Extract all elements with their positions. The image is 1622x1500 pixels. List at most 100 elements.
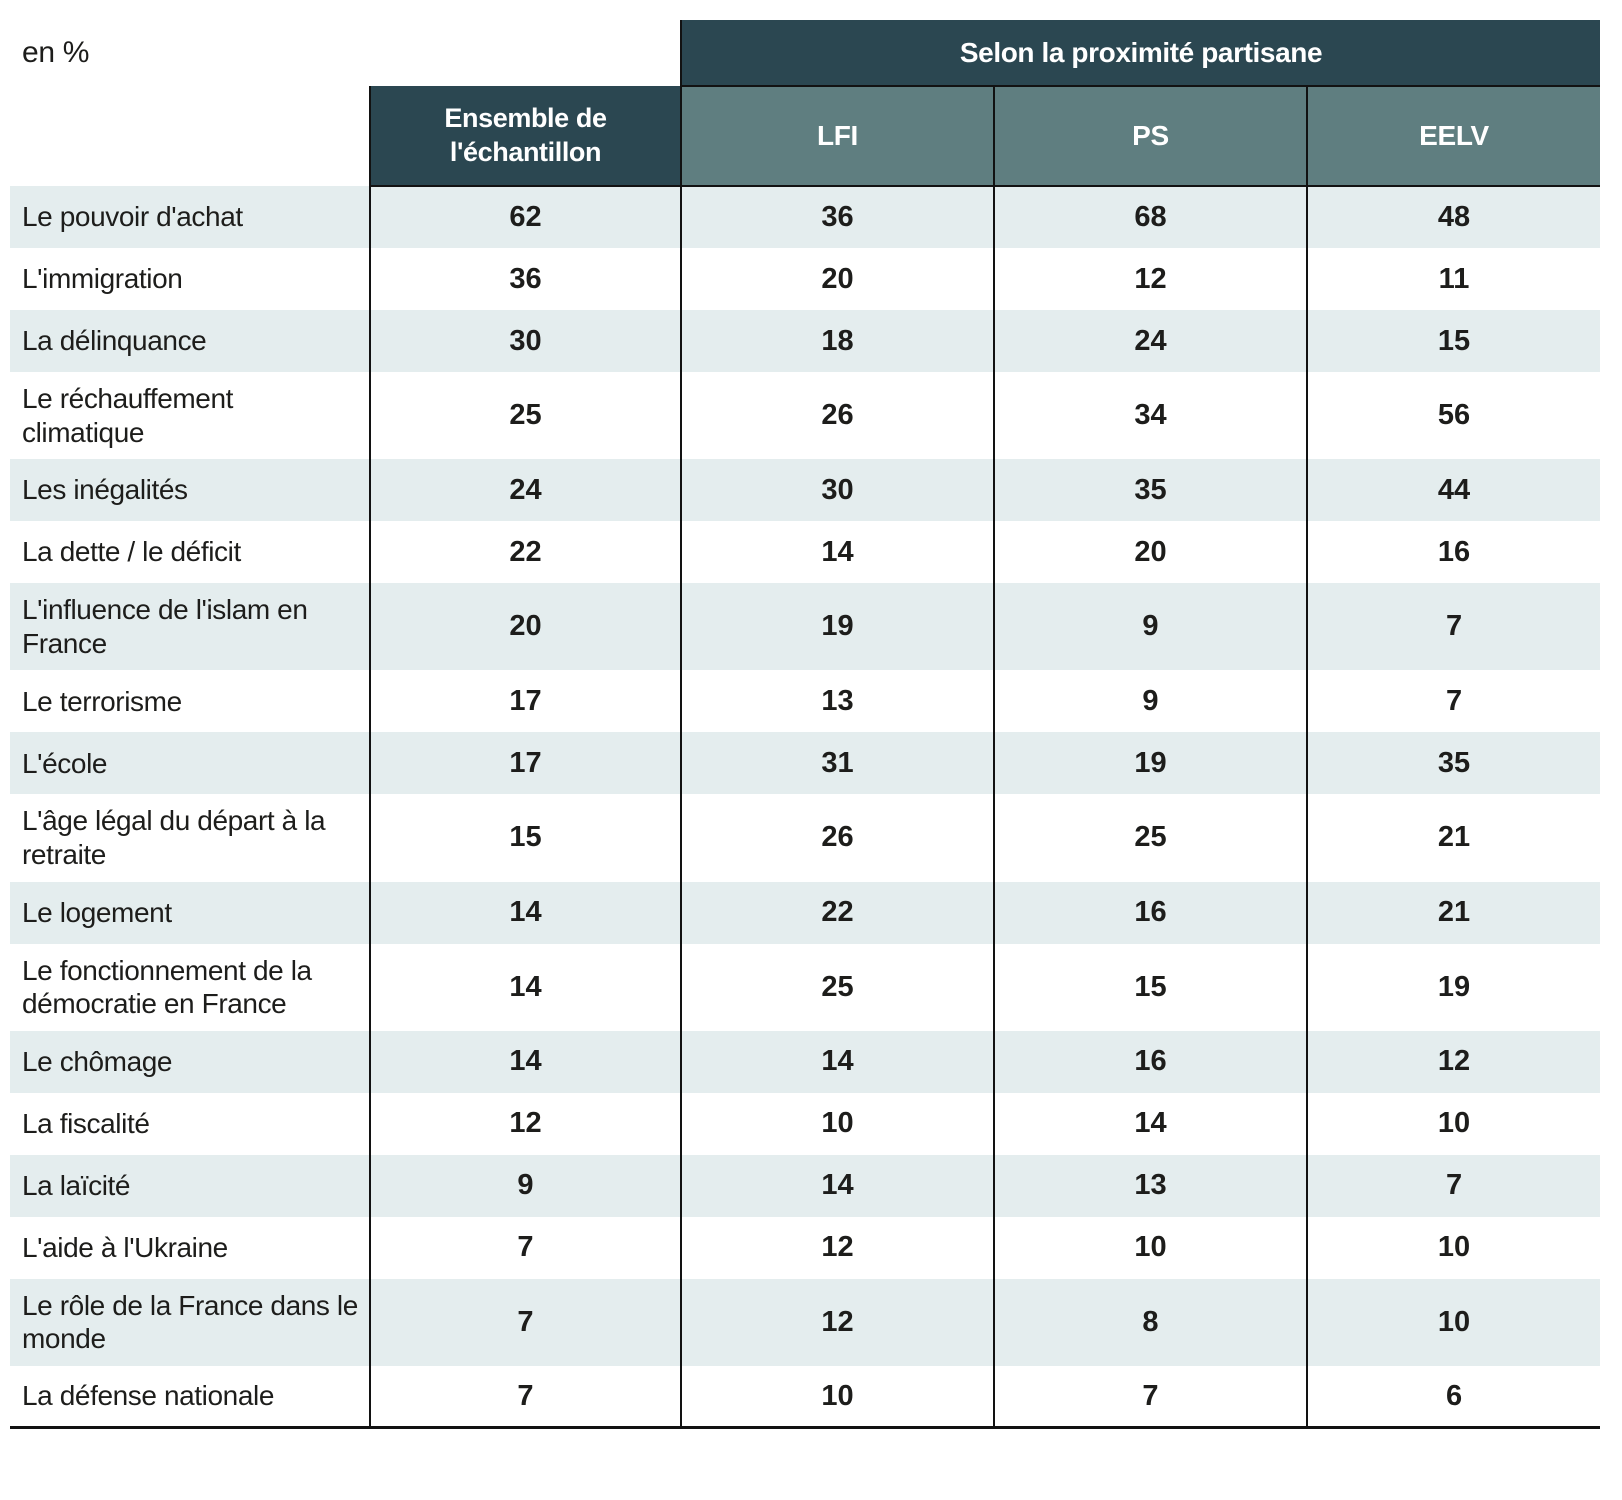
table-row: L'aide à l'Ukraine 7 12 10 10 — [10, 1216, 1601, 1279]
table-row: Le logement 14 22 16 21 — [10, 881, 1601, 944]
cell-value-ps: 10 — [993, 1216, 1307, 1279]
table-row: La fiscalité 12 10 14 10 — [10, 1092, 1601, 1155]
cell-value-eelv: 19 — [1305, 943, 1601, 1031]
row-label: La fiscalité — [22, 1107, 150, 1139]
row-label: Le fonctionnement de la démocratie en Fr… — [22, 954, 312, 1020]
cell-value-eelv: 11 — [1305, 248, 1601, 310]
cell-value-eelv: 10 — [1305, 1278, 1601, 1366]
table-row: Le réchauffement climatique 25 26 34 56 — [10, 372, 1601, 460]
table-row: Le terrorisme 17 13 9 7 — [10, 670, 1601, 733]
column-header-eelv: EELV — [1305, 86, 1601, 187]
cell-value-eelv: 21 — [1305, 881, 1601, 944]
table-row: L'influence de l'islam en France 20 19 9 7 — [10, 583, 1601, 671]
table-row: La délinquance 30 18 24 15 — [10, 310, 1601, 372]
row-label: La délinquance — [10, 310, 370, 372]
cell-value-ps: 14 — [993, 1092, 1307, 1155]
cell-value-eelv: 10 — [1305, 1092, 1601, 1155]
row-label: Le chômage — [10, 1030, 370, 1093]
cell-value-ensemble: 14 — [369, 881, 681, 944]
cell-value-eelv: 16 — [1305, 521, 1601, 584]
cell-value-ps: 13 — [993, 1154, 1307, 1217]
cell-value-eelv: 12 — [1305, 1030, 1601, 1093]
cell-value-eelv: 56 — [1305, 372, 1601, 460]
row-label: L'âge légal du départ à la retraite — [22, 805, 326, 870]
cell-value-ps: 9 — [993, 670, 1307, 733]
cell-value-lfi: 10 — [680, 1365, 994, 1430]
cell-value-ps: 34 — [993, 372, 1307, 460]
row-label: Le terrorisme — [22, 685, 182, 717]
table-row: Le chômage 14 14 16 12 — [10, 1030, 1601, 1093]
row-label: L'aide à l'Ukraine — [22, 1231, 228, 1263]
cell-value-ps: 19 — [993, 732, 1307, 795]
data-table: en % Selon la proximité partisane Ensemb… — [10, 20, 1601, 1430]
cell-value-eelv: 7 — [1305, 583, 1601, 671]
cell-value-ensemble: 7 — [369, 1278, 681, 1366]
row-label: La dette / le déficit — [22, 536, 241, 568]
cell-value-ps: 12 — [993, 248, 1307, 310]
cell-value-ps: 16 — [993, 881, 1307, 944]
cell-value-ps: 35 — [993, 459, 1307, 522]
row-label: La défense nationale — [10, 1365, 370, 1430]
column-header-row: Ensemble de l'échantillon LFI PS EELV — [10, 86, 1601, 187]
cell-value-lfi: 10 — [680, 1092, 994, 1155]
cell-value-eelv: 44 — [1305, 459, 1601, 522]
cell-value-lfi: 12 — [680, 1278, 994, 1366]
cell-value-ps: 25 — [993, 794, 1307, 882]
table-row: Les inégalités 24 30 35 44 — [10, 459, 1601, 522]
cell-value-lfi: 13 — [680, 670, 994, 733]
cell-value-ensemble: 9 — [369, 1154, 681, 1217]
cell-value-eelv: 21 — [1305, 794, 1601, 882]
row-label: L'école — [10, 732, 370, 795]
cell-value-ensemble: 25 — [369, 372, 681, 460]
row-label: Le réchauffement climatique — [22, 383, 234, 448]
column-header-ps: PS — [993, 86, 1307, 187]
table-row: La défense nationale 7 10 7 6 — [10, 1365, 1601, 1430]
table-row: Le fonctionnement de la démocratie en Fr… — [10, 943, 1601, 1031]
cell-value-ensemble: 14 — [369, 943, 681, 1031]
cell-value-lfi: 26 — [680, 794, 994, 882]
cell-value-eelv: 15 — [1305, 310, 1601, 372]
cell-value-lfi: 12 — [680, 1216, 994, 1279]
row-label: L'immigration — [22, 263, 183, 295]
cell-value-eelv: 7 — [1305, 670, 1601, 733]
cell-value-eelv: 10 — [1305, 1216, 1601, 1279]
cell-value-ensemble: 17 — [369, 670, 681, 733]
cell-value-ps: 68 — [993, 186, 1307, 248]
cell-value-ps: 20 — [993, 521, 1307, 584]
cell-value-ensemble: 17 — [369, 732, 681, 795]
column-header-lfi: LFI — [680, 86, 994, 187]
cell-value-lfi: 14 — [680, 1030, 994, 1093]
cell-value-lfi: 14 — [680, 1154, 994, 1217]
cell-value-ensemble: 20 — [369, 583, 681, 671]
cell-value-eelv: 7 — [1305, 1154, 1601, 1217]
cell-value-eelv: 6 — [1305, 1365, 1601, 1430]
cell-value-ps: 15 — [993, 943, 1307, 1031]
cell-value-lfi: 26 — [680, 372, 994, 460]
cell-value-lfi: 25 — [680, 943, 994, 1031]
row-label: Les inégalités — [10, 459, 370, 522]
cell-value-lfi: 22 — [680, 881, 994, 944]
cell-value-ps: 16 — [993, 1030, 1307, 1093]
table-row: La laïcité 9 14 13 7 — [10, 1154, 1601, 1217]
table-row: L'âge légal du départ à la retraite 15 26 2… — [10, 794, 1601, 882]
cell-value-ps: 8 — [993, 1278, 1307, 1366]
cell-value-ensemble: 12 — [369, 1092, 681, 1155]
cell-value-ensemble: 24 — [369, 459, 681, 522]
table-row: La dette / le déficit 22 14 20 16 — [10, 521, 1601, 584]
corner-spacer — [10, 86, 370, 186]
unit-label: en % — [10, 20, 681, 86]
row-label: Le logement — [10, 881, 370, 944]
table-row: Le pouvoir d'achat 62 36 68 48 — [10, 186, 1601, 248]
table-row: L'école 17 31 19 35 — [10, 732, 1601, 795]
group-header-row: en % Selon la proximité partisane — [10, 20, 1601, 87]
cell-value-ps: 7 — [993, 1365, 1307, 1430]
cell-value-ensemble: 7 — [369, 1216, 681, 1279]
cell-value-ps: 24 — [993, 310, 1307, 372]
cell-value-ensemble: 14 — [369, 1030, 681, 1093]
cell-value-ensemble: 30 — [369, 310, 681, 372]
cell-value-ps: 9 — [993, 583, 1307, 671]
cell-value-ensemble: 22 — [369, 521, 681, 584]
column-header-ensemble: Ensemble de l'échantillon — [369, 86, 681, 187]
cell-value-lfi: 31 — [680, 732, 994, 795]
